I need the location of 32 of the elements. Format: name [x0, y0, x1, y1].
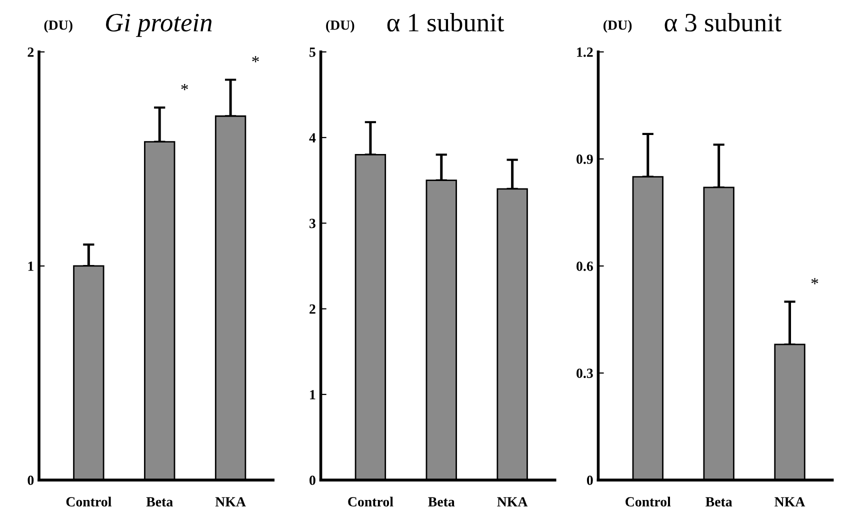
y-tick-label: 2 — [310, 304, 316, 314]
x-tick-label: Beta — [146, 497, 173, 507]
y-tick-label: 1.2 — [577, 48, 593, 57]
x-tick-label: NKA — [497, 497, 528, 506]
y-axis-title: (DU) — [326, 20, 354, 33]
y-tick-label: 1 — [310, 390, 316, 400]
x-tick-label: NKA — [215, 497, 246, 506]
x-tick-label: Control — [66, 496, 112, 507]
annotation: * — [181, 84, 188, 90]
chart-title: Gi protein — [106, 14, 212, 37]
y-tick-label: 0.6 — [576, 262, 593, 272]
y-tick-label: 0 — [586, 476, 593, 486]
x-tick-label: NKA — [774, 497, 806, 506]
y-tick-label: 2 — [28, 48, 34, 57]
y-axis-title: (DU) — [44, 20, 72, 33]
y-tick-label: 1 — [28, 262, 34, 271]
annotation: * — [811, 278, 818, 284]
y-tick-label: 0.3 — [576, 368, 593, 378]
y-tick-label: 0 — [28, 476, 34, 486]
y-tick-label: 0 — [310, 476, 316, 486]
y-tick-label: 4 — [309, 133, 316, 142]
x-tick-label: Beta — [706, 497, 732, 507]
y-tick-label: 5 — [310, 48, 316, 57]
y-tick-label: 3 — [310, 218, 316, 228]
y-tick-label: 0.9 — [576, 154, 593, 164]
chart-title: α 3 subunit — [664, 12, 782, 32]
x-tick-label: Beta — [428, 497, 455, 507]
annotation: * — [252, 56, 259, 62]
x-tick-label: Control — [348, 496, 394, 507]
chart-title: α 1 subunit — [387, 12, 504, 32]
x-tick-label: Control — [626, 496, 671, 507]
y-axis-title: (DU) — [604, 20, 632, 33]
